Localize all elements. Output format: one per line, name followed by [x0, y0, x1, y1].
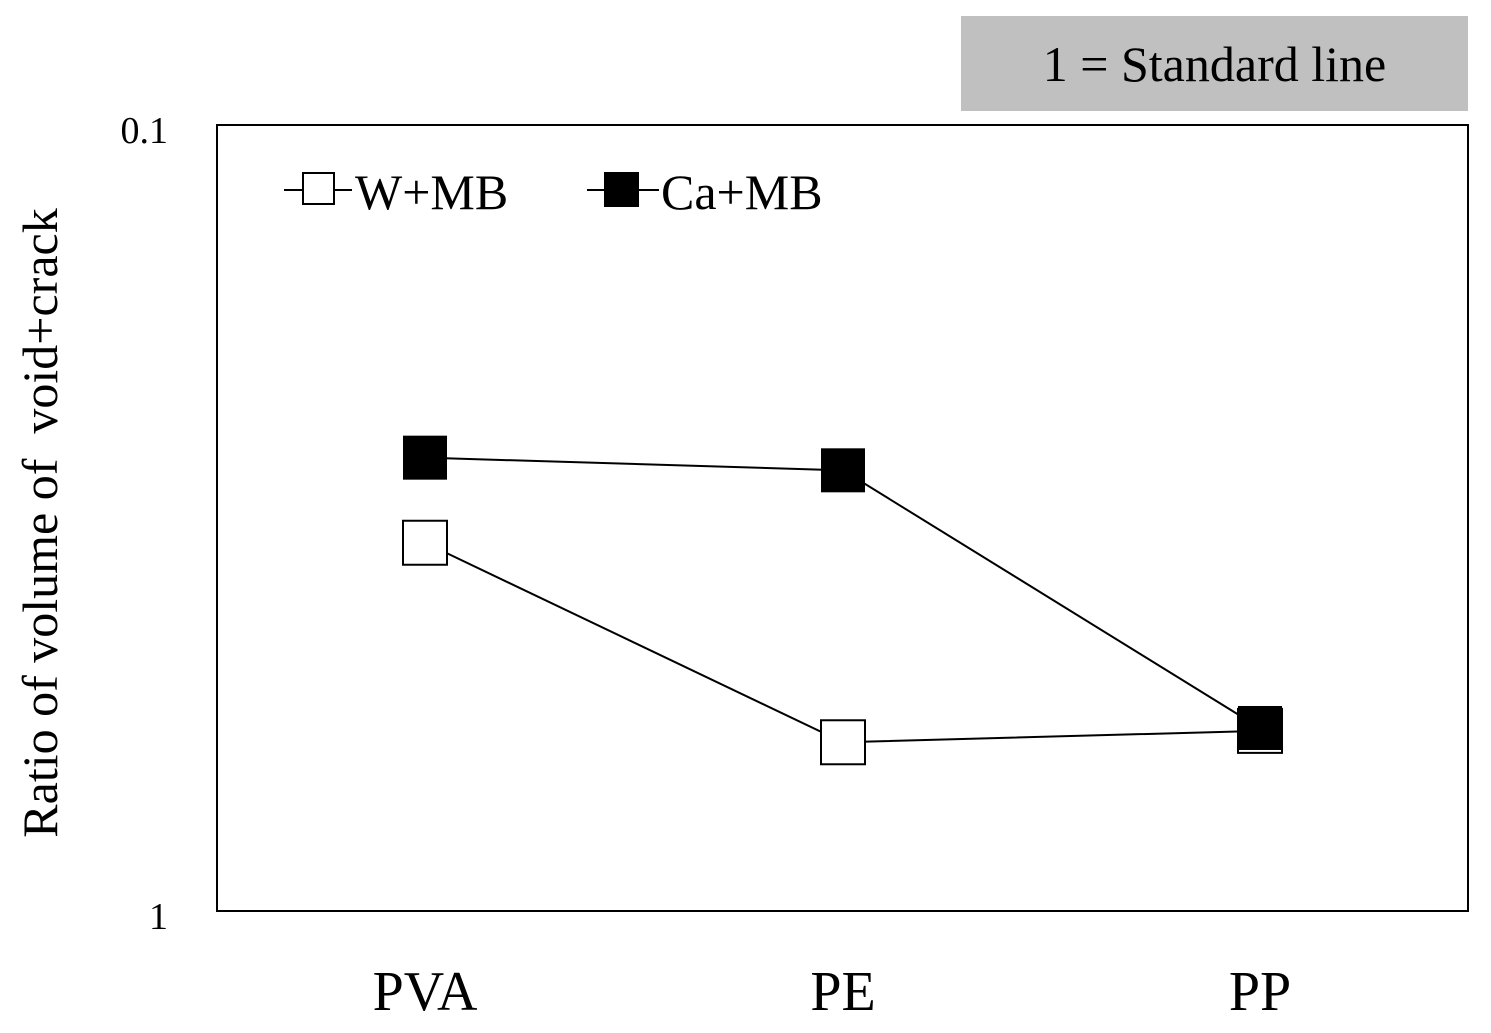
data-point-marker [402, 519, 448, 566]
y-tick-label: 1 [149, 896, 168, 938]
plot-area-border [216, 124, 1469, 912]
series-line [424, 541, 1261, 744]
standard-line-note: 1 = Standard line [961, 16, 1468, 111]
legend: W+MB Ca+MB [284, 164, 823, 220]
legend-marker-open-square [302, 172, 335, 205]
legend-marker-filled-square [604, 172, 639, 207]
y-axis-title: Ratio of volume of void+crack [12, 208, 68, 838]
x-tick-label: PVA [373, 961, 478, 1023]
x-tick-layer: PVA PE PP [373, 961, 1292, 1023]
legend-item-ca-mb: Ca+MB [587, 164, 823, 220]
data-point-marker [821, 448, 865, 493]
y-tick-label: 0.1 [121, 110, 169, 152]
series-line [424, 456, 1261, 729]
series-layer [402, 435, 1283, 766]
data-point-marker [403, 435, 447, 480]
data-point-marker [1238, 705, 1282, 750]
y-tick-layer: 0.1 1 [121, 110, 169, 938]
legend-label: W+MB [355, 164, 508, 220]
data-point-marker [820, 719, 866, 766]
x-tick-label: PE [810, 961, 875, 1023]
legend-item-w-mb: W+MB [284, 164, 508, 220]
x-tick-label: PP [1229, 961, 1291, 1023]
legend-label: Ca+MB [661, 164, 823, 220]
